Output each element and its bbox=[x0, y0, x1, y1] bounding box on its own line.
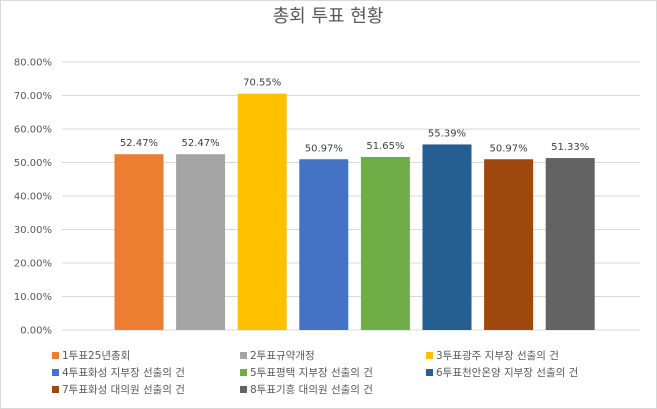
data-label: 52.47% bbox=[120, 138, 158, 149]
data-label: 51.65% bbox=[366, 141, 404, 152]
bar bbox=[545, 158, 595, 330]
legend-swatch bbox=[52, 352, 59, 359]
legend: 1투표25년총회 2투표규약개정 3투표광주 지부장 선출의 건 4투표화성 지부장 … bbox=[52, 350, 578, 396]
legend-label: 2투표규약개정 bbox=[250, 350, 315, 362]
bar bbox=[237, 93, 287, 330]
bar bbox=[422, 144, 472, 330]
bar bbox=[484, 159, 534, 330]
y-tick-label: 20.00% bbox=[14, 259, 52, 270]
legend-swatch bbox=[426, 352, 433, 359]
data-labels: 52.47% 52.47% 70.55% 50.97% 51.65% 55.39% 50.9… bbox=[120, 78, 589, 155]
legend-swatch bbox=[426, 369, 433, 376]
bar bbox=[176, 154, 226, 330]
data-label: 70.55% bbox=[243, 78, 281, 89]
bar bbox=[360, 156, 410, 330]
legend-label: 6투표천안온양 지부장 선출의 건 bbox=[436, 367, 578, 379]
bar bbox=[114, 154, 164, 330]
data-label: 50.97% bbox=[490, 143, 528, 154]
data-label: 52.47% bbox=[182, 138, 220, 149]
legend-label: 4투표화성 지부장 선출의 건 bbox=[62, 367, 185, 379]
data-label: 55.39% bbox=[428, 128, 466, 139]
legend-swatch bbox=[52, 369, 59, 376]
legend-swatch bbox=[240, 386, 247, 393]
legend-swatch bbox=[240, 352, 247, 359]
y-tick-label: 70.00% bbox=[14, 91, 52, 102]
legend-label: 1투표25년총회 bbox=[62, 350, 130, 362]
legend-swatch bbox=[52, 386, 59, 393]
y-tick-label: 0.00% bbox=[20, 326, 52, 337]
legend-label: 8투표기흥 대의원 선출의 건 bbox=[250, 383, 373, 396]
legend-swatch bbox=[240, 369, 247, 376]
legend-label: 5투표평택 지부장 선출의 건 bbox=[250, 367, 373, 379]
chart-title: 총회 투표 현황 bbox=[273, 6, 384, 27]
y-tick-label: 60.00% bbox=[14, 125, 52, 136]
data-label: 50.97% bbox=[305, 143, 343, 154]
legend-label: 3투표광주 지부장 선출의 건 bbox=[436, 350, 559, 362]
y-tick-label: 50.00% bbox=[14, 158, 52, 169]
y-axis-ticks: 0.00% 10.00% 20.00% 30.00% 40.00% 50.00% 60.00… bbox=[14, 58, 52, 337]
data-label: 51.33% bbox=[551, 142, 589, 153]
y-tick-label: 30.00% bbox=[14, 225, 52, 236]
y-tick-label: 40.00% bbox=[14, 192, 52, 203]
legend-label: 7투표화성 대의원 선출의 건 bbox=[62, 384, 185, 396]
y-tick-label: 80.00% bbox=[14, 58, 52, 69]
bar bbox=[299, 159, 349, 330]
y-tick-label: 10.00% bbox=[14, 292, 52, 303]
bars bbox=[114, 93, 595, 330]
